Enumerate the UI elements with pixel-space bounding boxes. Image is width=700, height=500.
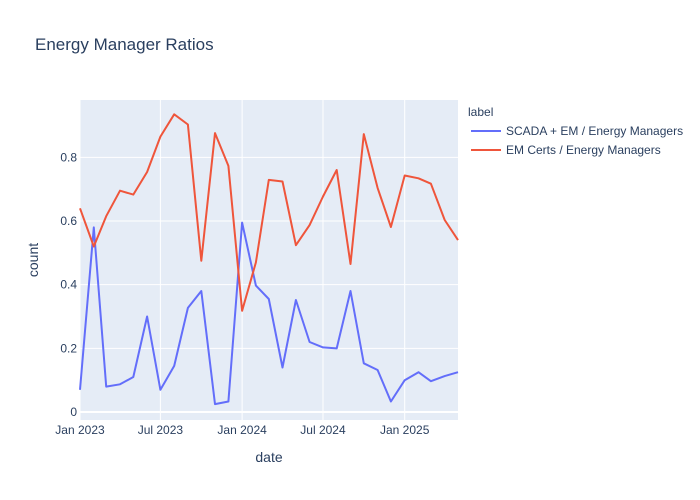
- chart-title: Energy Manager Ratios: [35, 35, 214, 54]
- x-tick-label: Jan 2025: [380, 423, 430, 437]
- y-axis-title: count: [25, 243, 41, 277]
- x-gridlines: [79, 100, 406, 420]
- x-tick-label: Jul 2023: [138, 423, 184, 437]
- y-tick-label: 0.8: [60, 150, 77, 164]
- y-tick-label: 0.4: [60, 278, 77, 292]
- legend[interactable]: label SCADA + EM / Energy Managers EM Cer…: [468, 105, 683, 157]
- legend-title: label: [468, 105, 493, 119]
- x-tick-label: Jul 2024: [300, 423, 346, 437]
- y-tick-label: 0.6: [60, 214, 77, 228]
- legend-item-label[interactable]: EM Certs / Energy Managers: [506, 143, 661, 157]
- y-gridlines: [80, 156, 458, 414]
- legend-item-label[interactable]: SCADA + EM / Energy Managers: [506, 124, 683, 138]
- y-tick-label: 0.2: [60, 341, 77, 355]
- x-tick-label: Jan 2023: [55, 423, 105, 437]
- plot-area: [80, 100, 458, 420]
- y-tick-label: 0: [70, 405, 77, 419]
- y-axis-ticks: 0 0.2 0.4 0.6 0.8: [60, 150, 77, 419]
- x-tick-label: Jan 2024: [217, 423, 267, 437]
- series-line-2[interactable]: [79, 113, 459, 312]
- series-line-1[interactable]: [79, 221, 459, 406]
- series-lines: [79, 113, 459, 406]
- x-axis-title: date: [255, 449, 282, 465]
- x-axis-ticks: Jan 2023 Jul 2023 Jan 2024 Jul 2024 Jan 2025: [55, 423, 429, 437]
